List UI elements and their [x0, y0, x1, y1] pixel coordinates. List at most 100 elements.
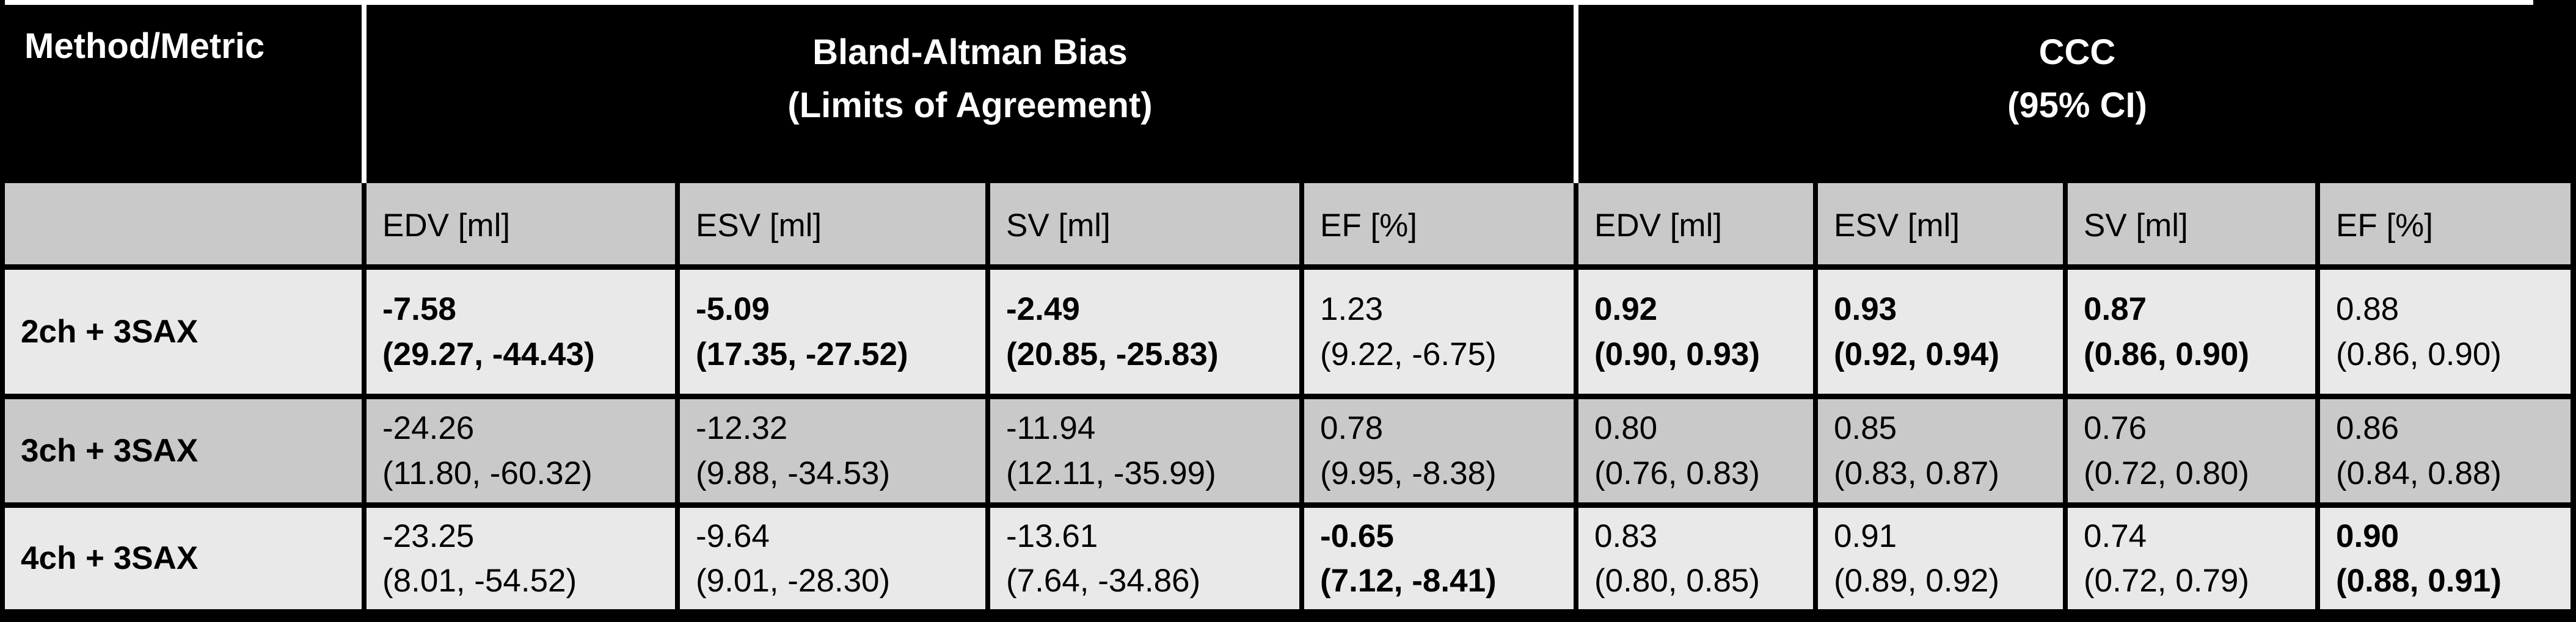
cell-value: 0.91	[1834, 518, 1897, 554]
cell-ci: (7.64, -34.86)	[1006, 563, 1201, 599]
table-group-header-row: Method/Metric Bland-Altman Bias (Limits …	[0, 5, 2576, 183]
cell-value: 0.80	[1594, 410, 1658, 447]
cell-ci: (0.83, 0.87)	[1834, 455, 2000, 491]
cell-2ch-ba-sv: -2.49 (20.85, -25.83)	[985, 270, 1299, 394]
group-header-ccc-line1: CCC	[2038, 32, 2116, 72]
cell-value: 0.92	[1594, 291, 1658, 328]
cell-value: -12.32	[696, 410, 788, 447]
table-subheader-row: EDV [ml] ESV [ml] SV [ml] EF [%] EDV [ml…	[0, 183, 2576, 264]
cell-ci: (0.76, 0.83)	[1594, 455, 1761, 491]
subheader-ccc-ef: EF [%]	[2315, 183, 2576, 264]
cell-value: 0.74	[2084, 518, 2147, 554]
cell-value: 0.83	[1594, 518, 1658, 554]
cell-3ch-ba-sv: -11.94 (12.11, -35.99)	[985, 399, 1299, 502]
row-label-2ch-3sax: 2ch + 3SAX	[0, 270, 362, 394]
row-label-text: 3ch + 3SAX	[21, 432, 199, 469]
cell-4ch-ba-esv: -9.64 (9.01, -28.30)	[675, 508, 985, 609]
group-header-bland-altman-line2: (Limits of Agreement)	[787, 85, 1153, 125]
cell-2ch-ccc-edv: 0.92 (0.90, 0.93)	[1574, 270, 1813, 394]
row-label-text: 2ch + 3SAX	[21, 313, 199, 350]
subheader-ba-ef: EF [%]	[1299, 183, 1574, 264]
group-header-bland-altman-line1: Bland-Altman Bias	[812, 32, 1128, 72]
cell-4ch-ccc-edv: 0.83 (0.80, 0.85)	[1574, 508, 1813, 609]
cell-value: 0.93	[1834, 291, 1897, 328]
group-header-ccc-line2: (95% CI)	[2007, 85, 2147, 125]
cell-2ch-ba-edv: -7.58 (29.27, -44.43)	[362, 270, 675, 394]
cell-ci: (0.86, 0.90)	[2084, 336, 2250, 372]
group-header-ccc: CCC (95% CI)	[1574, 5, 2576, 183]
cell-2ch-ccc-esv: 0.93 (0.92, 0.94)	[1813, 270, 2063, 394]
table-top-border	[5, 0, 2533, 5]
table-row-4ch-3sax: 4ch + 3SAX -23.25 (8.01, -54.52) -9.64 (…	[0, 502, 2576, 609]
cell-4ch-ccc-esv: 0.91 (0.89, 0.92)	[1813, 508, 2063, 609]
cell-value: 1.23	[1320, 291, 1384, 328]
cell-value: -0.65	[1320, 518, 1394, 554]
table-row-3ch-3sax: 3ch + 3SAX -24.26 (11.80, -60.32) -12.32…	[0, 394, 2576, 502]
cell-ci: (9.01, -28.30)	[696, 563, 891, 599]
cell-3ch-ba-edv: -24.26 (11.80, -60.32)	[362, 399, 675, 502]
row-label-3ch-3sax: 3ch + 3SAX	[0, 399, 362, 502]
cell-3ch-ba-esv: -12.32 (9.88, -34.53)	[675, 399, 985, 502]
cell-value: -5.09	[696, 291, 770, 328]
subheader-ba-esv: ESV [ml]	[675, 183, 985, 264]
cell-value: 0.85	[1834, 410, 1897, 447]
cell-ci: (0.84, 0.88)	[2336, 455, 2502, 491]
group-header-bland-altman: Bland-Altman Bias (Limits of Agreement)	[362, 5, 1574, 183]
cell-2ch-ba-ef: 1.23 (9.22, -6.75)	[1299, 270, 1574, 394]
cell-ci: (9.22, -6.75)	[1320, 336, 1497, 372]
corner-header-method-metric: Method/Metric	[24, 26, 265, 66]
cell-value: -11.94	[1006, 410, 1096, 447]
subheader-empty-cell	[0, 183, 362, 264]
cell-3ch-ccc-sv: 0.76 (0.72, 0.80)	[2063, 399, 2315, 502]
cell-ci: (17.35, -27.52)	[696, 336, 908, 372]
subheader-ccc-esv: ESV [ml]	[1813, 183, 2063, 264]
cell-3ch-ccc-ef: 0.86 (0.84, 0.88)	[2315, 399, 2576, 502]
cell-ci: (9.95, -8.38)	[1320, 455, 1497, 491]
cell-value: -13.61	[1006, 518, 1098, 554]
cell-ci: (8.01, -54.52)	[382, 563, 577, 599]
cell-3ch-ba-ef: 0.78 (9.95, -8.38)	[1299, 399, 1574, 502]
cell-ci: (0.72, 0.79)	[2084, 563, 2250, 599]
table-row-2ch-3sax: 2ch + 3SAX -7.58 (29.27, -44.43) -5.09 (…	[0, 264, 2576, 394]
cell-value: -2.49	[1006, 291, 1080, 328]
cell-ci: (0.86, 0.90)	[2336, 336, 2502, 372]
cell-2ch-ccc-sv: 0.87 (0.86, 0.90)	[2063, 270, 2315, 394]
cell-2ch-ccc-ef: 0.88 (0.86, 0.90)	[2315, 270, 2576, 394]
cell-4ch-ccc-ef: 0.90 (0.88, 0.91)	[2315, 508, 2576, 609]
cell-ci: (29.27, -44.43)	[382, 336, 595, 372]
cell-ci: (20.85, -25.83)	[1006, 336, 1219, 372]
cell-value: -24.26	[382, 410, 475, 447]
cell-value: 0.88	[2336, 291, 2399, 328]
row-label-4ch-3sax: 4ch + 3SAX	[0, 508, 362, 609]
cell-ci: (0.72, 0.80)	[2084, 455, 2250, 491]
subheader-ba-sv: SV [ml]	[985, 183, 1299, 264]
cell-value: 0.87	[2084, 291, 2147, 328]
cell-value: 0.86	[2336, 410, 2399, 447]
cell-ci: (12.11, -35.99)	[1006, 455, 1216, 491]
cell-value: 0.76	[2084, 410, 2147, 447]
cell-value: -9.64	[696, 518, 770, 554]
cell-3ch-ccc-edv: 0.80 (0.76, 0.83)	[1574, 399, 1813, 502]
subheader-ba-edv: EDV [ml]	[362, 183, 675, 264]
cell-3ch-ccc-esv: 0.85 (0.83, 0.87)	[1813, 399, 2063, 502]
subheader-ccc-sv: SV [ml]	[2063, 183, 2315, 264]
cell-ci: (0.89, 0.92)	[1834, 563, 2000, 599]
cell-value: 0.78	[1320, 410, 1384, 447]
cell-4ch-ba-ef: -0.65 (7.12, -8.41)	[1299, 508, 1574, 609]
cell-ci: (0.80, 0.85)	[1594, 563, 1761, 599]
cell-ci: (9.88, -34.53)	[696, 455, 891, 491]
cell-4ch-ccc-sv: 0.74 (0.72, 0.79)	[2063, 508, 2315, 609]
row-label-text: 4ch + 3SAX	[21, 540, 199, 577]
cell-2ch-ba-esv: -5.09 (17.35, -27.52)	[675, 270, 985, 394]
cell-ci: (11.80, -60.32)	[382, 455, 593, 491]
subheader-ccc-edv: EDV [ml]	[1574, 183, 1813, 264]
cell-ci: (0.88, 0.91)	[2336, 563, 2502, 599]
cell-ci: (7.12, -8.41)	[1320, 563, 1497, 599]
cell-4ch-ba-edv: -23.25 (8.01, -54.52)	[362, 508, 675, 609]
cell-value: -23.25	[382, 518, 475, 554]
cell-ci: (0.90, 0.93)	[1594, 336, 1761, 372]
cell-value: 0.90	[2336, 518, 2399, 554]
cell-ci: (0.92, 0.94)	[1834, 336, 2000, 372]
cell-4ch-ba-sv: -13.61 (7.64, -34.86)	[985, 508, 1299, 609]
